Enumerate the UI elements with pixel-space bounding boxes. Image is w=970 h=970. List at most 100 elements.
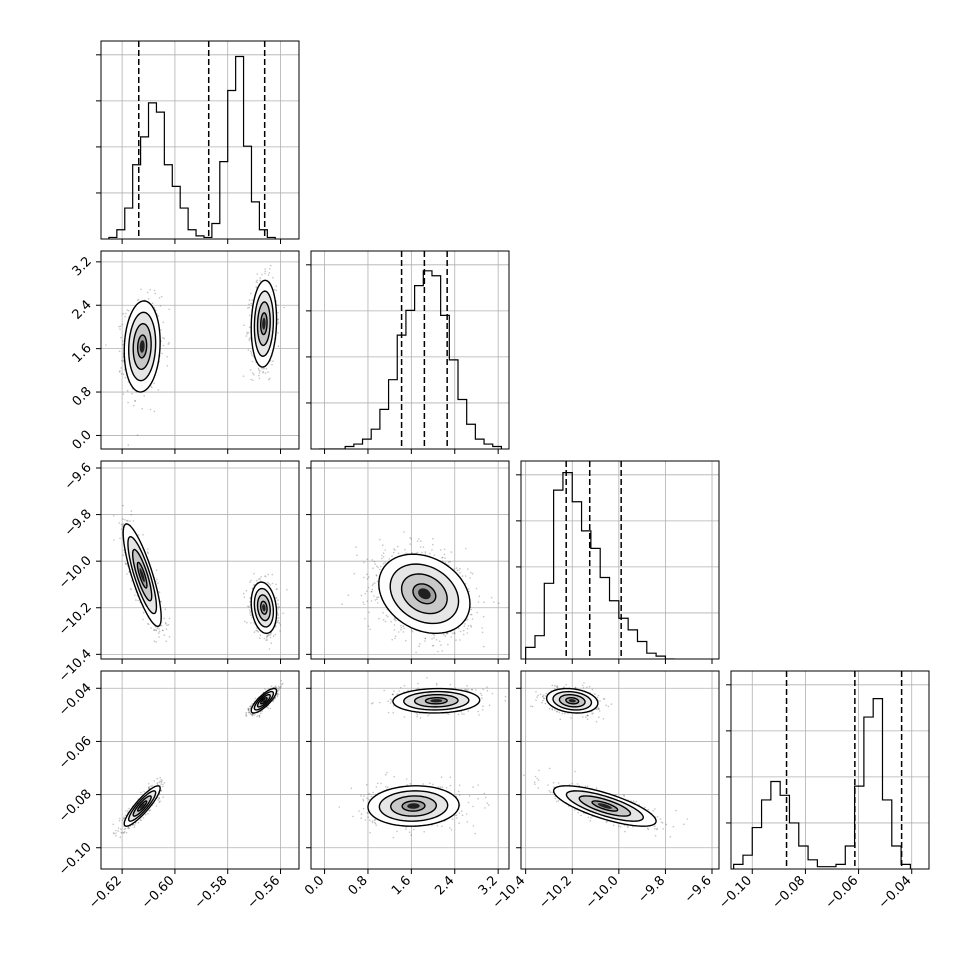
scatter-point [165,628,168,630]
scatter-point [140,819,143,822]
scatter-point [268,272,271,274]
scatter-point [363,603,365,606]
scatter-point [498,602,500,605]
scatter-point [275,289,278,292]
hist-panel-3-grid [751,671,913,869]
scatter-point [259,279,261,282]
scatter-point [124,315,127,318]
scatter-point [139,819,142,821]
scatter-point [459,571,461,574]
scatter-point [481,627,483,629]
scatter-point [403,627,405,630]
scatter-point [432,537,434,540]
scatter-point [446,632,448,635]
scatter-point [387,616,389,618]
scatter-point [443,548,446,551]
scatter-point [257,367,260,370]
scatter-point [459,567,461,570]
scatter-point [410,538,413,540]
scatter-point [153,780,155,782]
scatter-point [121,819,124,822]
scatter-point [462,629,465,632]
scatter-point [373,582,376,584]
scatter-point [264,268,266,270]
scatter-point [161,660,163,662]
scatter-panel-3-0-grid [101,671,299,869]
scatter-point [424,640,426,642]
scatter-point [159,780,161,783]
scatter-point [154,629,157,631]
scatter-point [160,790,162,792]
scatter-point [155,805,158,807]
scatter-point [133,404,135,407]
scatter-point [435,639,438,641]
panel-frame [100,40,300,240]
scatter-point [277,614,280,616]
scatter-point [409,543,412,545]
scatter-point [122,518,124,520]
scatter-point [405,639,407,642]
scatter-point [162,336,164,339]
scatter-point [148,786,150,788]
scatter-point [158,797,160,799]
scatter-point [267,634,270,636]
scatter-point [157,582,159,584]
scatter-point [158,628,160,630]
scatter-point [163,634,166,636]
scatter-point [273,288,276,291]
scatter-point [140,791,142,794]
scatter-point [367,586,370,589]
scatter-point [123,830,126,833]
scatter-point [119,370,121,372]
contour-line [132,322,152,370]
scatter-point [248,339,251,342]
scatter-point [467,588,470,590]
scatter-point [127,309,130,312]
scatter-point [267,274,270,276]
scatter-point [119,325,122,328]
scatter-point [160,781,163,783]
scatter-point [471,618,474,620]
scatter-point [250,352,253,354]
scatter-point [149,288,151,291]
scatter-point [160,624,163,627]
contour-line [400,573,448,615]
scatter-point [142,618,144,621]
scatter-point [375,574,378,576]
scatter-point [382,562,385,565]
scatter-point [117,830,120,832]
scatter-point [405,552,407,554]
scatter-point [277,621,279,623]
scatter-point [366,573,368,576]
scatter-point [127,444,130,446]
contour-line [256,594,271,622]
scatter-point [282,612,284,615]
scatter-point [136,299,139,302]
scatter-point [245,335,248,337]
scatter-point [151,386,153,389]
scatter-point [411,552,413,554]
scatter-point [258,374,260,377]
scatter-point [419,643,421,645]
scatter-point [147,298,150,300]
scatter-panel-1-0-grid [101,251,299,449]
scatter-point [258,377,261,380]
scatter-point [245,589,248,592]
scatter-point [256,630,259,632]
scatter-point [274,633,277,636]
scatter-point [264,372,267,374]
scatter-point [124,376,127,379]
contour-line [123,300,161,393]
scatter-point [160,783,162,785]
scatter-point [157,632,160,634]
scatter-point [368,576,370,578]
scatter-point [155,629,158,632]
scatter-point [379,538,381,541]
scatter-point [117,827,120,829]
scatter-point [130,510,133,512]
scatter-point [461,575,464,577]
scatter-point [120,828,122,830]
scatter-point [149,809,151,811]
scatter-point [243,596,246,598]
